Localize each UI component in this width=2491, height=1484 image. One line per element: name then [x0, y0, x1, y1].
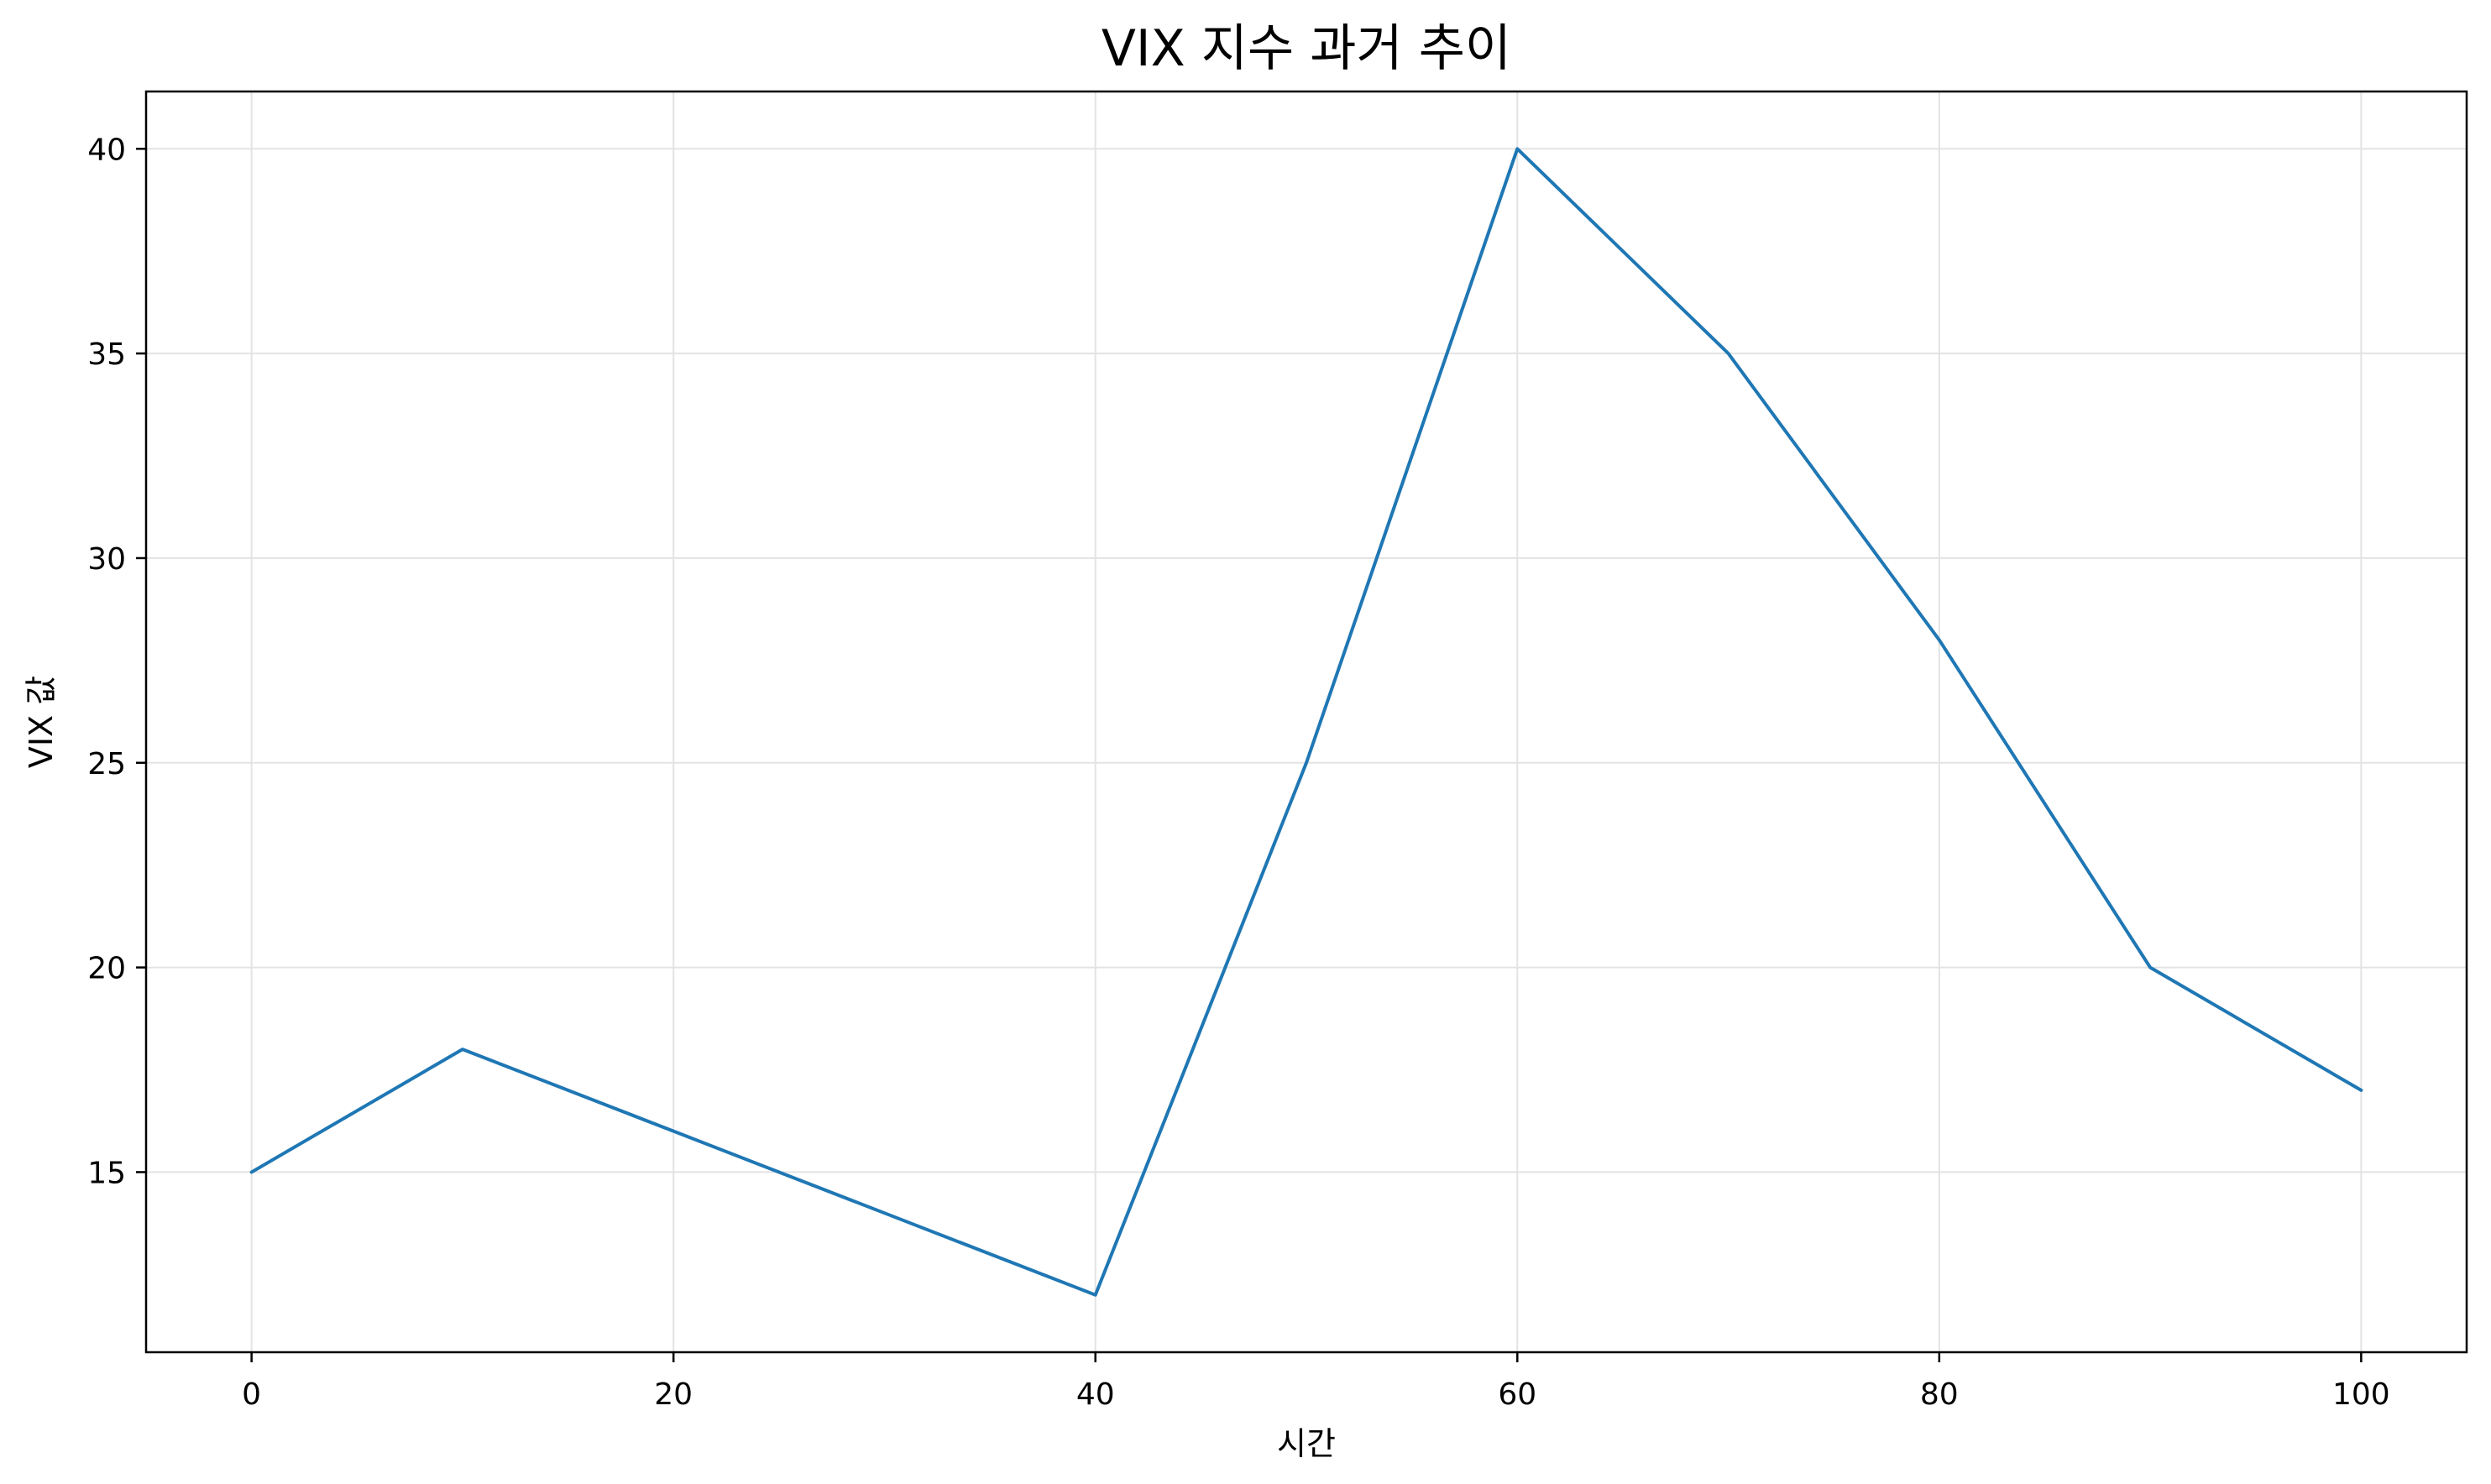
y-tick-label: 15	[87, 1156, 126, 1190]
y-axis-ticks: 15 20 25 30 35 40	[87, 133, 146, 1190]
y-tick-label: 35	[87, 337, 126, 372]
chart-title: VIX 지수 과거 추이	[1102, 19, 1511, 78]
x-axis-ticks: 0 20 40 60 80 100	[242, 1352, 2390, 1412]
plot-frame	[144, 90, 2468, 1354]
x-tick-label: 0	[242, 1377, 261, 1412]
x-tick-label: 20	[654, 1377, 693, 1412]
x-tick-label: 60	[1498, 1377, 1536, 1412]
y-tick-label: 40	[87, 133, 126, 167]
y-tick-label: 20	[87, 952, 126, 986]
x-tick-label: 100	[2332, 1377, 2390, 1412]
series-layer	[249, 147, 2363, 1297]
x-tick-label: 40	[1076, 1377, 1115, 1412]
x-axis-label: 시간	[1277, 1425, 1336, 1462]
y-tick-label: 30	[87, 542, 126, 577]
x-tick-label: 80	[1920, 1377, 1959, 1412]
y-tick-label: 25	[87, 747, 126, 781]
series-line-0	[249, 147, 2363, 1297]
y-axis-label: VIX 값	[23, 676, 60, 768]
